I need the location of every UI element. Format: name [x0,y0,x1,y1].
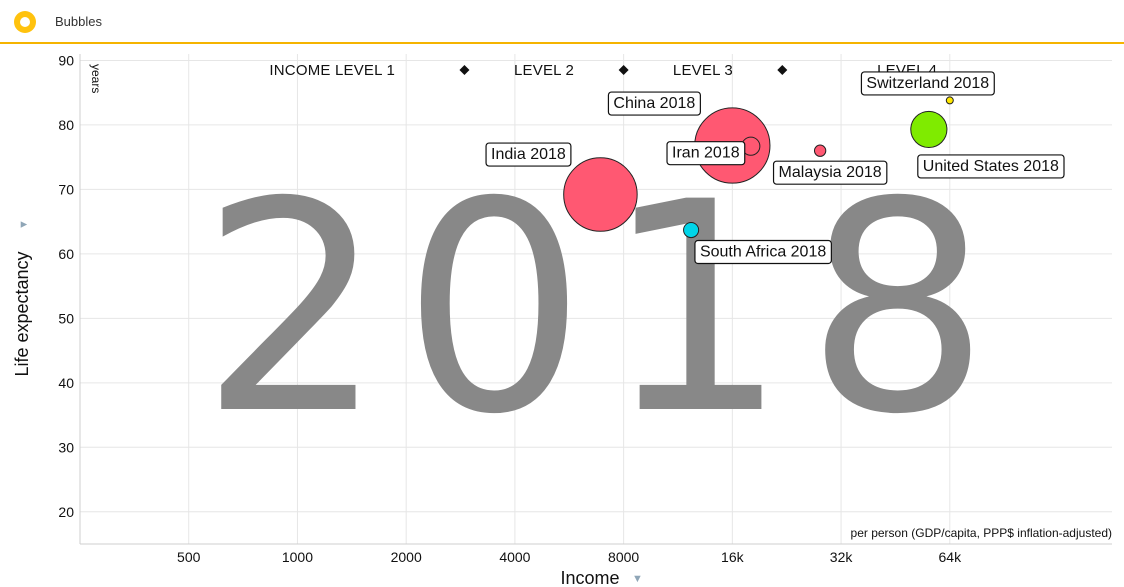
label-india-2018[interactable]: India 2018 [485,142,572,167]
y-axis-dropdown-icon[interactable]: ▼ [18,219,30,230]
x-axis-ticks: 500 1000 2000 4000 8000 16k 32k 64k [177,549,962,565]
bubble-label-text: United States 2018 [923,158,1059,175]
gapminder-logo-icon[interactable] [14,11,36,33]
label-united-states-2018[interactable]: United States 2018 [917,154,1065,179]
bubble-label-text: Malaysia 2018 [779,164,882,181]
income-level-diamond-icon [459,65,470,75]
bubble-malaysia-2018[interactable] [813,144,827,157]
y-tick-label: 90 [58,52,74,68]
label-box [485,142,572,167]
label-box [607,91,701,116]
x-axis-title[interactable]: Income [560,568,619,587]
bubble-india-2018[interactable] [563,157,638,232]
y-tick-label: 40 [58,375,74,391]
y-tick-label: 20 [58,504,74,520]
income-level-label: LEVEL 2 [514,62,574,79]
bubble-chart: 2018 INCOME LEVEL 1 LEVEL 2 LEVEL 3 LEVEL 4… [12,52,1112,587]
x-tick-label: 4000 [499,549,530,565]
y-axis-unit: years [89,64,103,93]
y-tick-label: 30 [58,439,74,455]
bubble-labels: India 2018 China 2018 Iran 2018 Malaysia 20… [485,71,1065,265]
bubble-label-text: China 2018 [613,95,695,112]
bubble-united-states-2018[interactable] [910,110,948,149]
bubble-label-text: Switzerland 2018 [866,75,989,92]
income-levels: INCOME LEVEL 1 LEVEL 2 LEVEL 3 LEVEL 4 [269,62,937,79]
x-tick-label: 1000 [282,549,313,565]
top-bar: Bubbles [0,0,1124,44]
bubble-label-text: Iran 2018 [672,145,740,162]
x-tick-label: 2000 [391,549,422,565]
label-switzerland-2018[interactable]: Switzerland 2018 [860,71,995,96]
x-axis-note: per person (GDP/capita, PPP$ inflation-a… [851,526,1112,540]
label-malaysia-2018[interactable]: Malaysia 2018 [772,160,888,185]
x-tick-label: 500 [177,549,201,565]
x-tick-label: 32k [830,549,854,565]
bubble-south-africa-2018[interactable] [683,221,700,239]
y-axis-ticks: 20 30 40 50 60 70 80 90 [58,52,74,519]
bubble-switzerland-2018[interactable] [945,96,954,105]
y-axis-title[interactable]: Life expectancy [12,251,32,376]
label-box [666,141,746,166]
x-tick-label: 8000 [608,549,639,565]
y-tick-label: 80 [58,117,74,133]
label-iran-2018[interactable]: Iran 2018 [666,141,746,166]
label-box [694,239,832,265]
y-tick-label: 50 [58,310,74,326]
label-south-africa-2018[interactable]: South Africa 2018 [694,239,832,265]
x-tick-label: 64k [939,549,963,565]
x-axis-dropdown-icon[interactable]: ▼ [632,573,643,585]
income-level-diamond-icon [618,65,629,75]
y-tick-label: 60 [58,246,74,262]
bubble-label-text: South Africa 2018 [700,244,826,261]
label-box [860,71,995,96]
x-tick-label: 16k [721,549,745,565]
label-box [917,154,1065,179]
income-level-label: LEVEL 3 [673,62,733,79]
bubble-label-text: India 2018 [491,146,566,163]
income-level-label: INCOME LEVEL 1 [269,62,395,79]
y-tick-label: 70 [58,181,74,197]
label-box [772,160,888,185]
app-title: Bubbles [55,14,102,29]
label-china-2018[interactable]: China 2018 [607,91,701,116]
income-level-diamond-icon [777,65,788,75]
